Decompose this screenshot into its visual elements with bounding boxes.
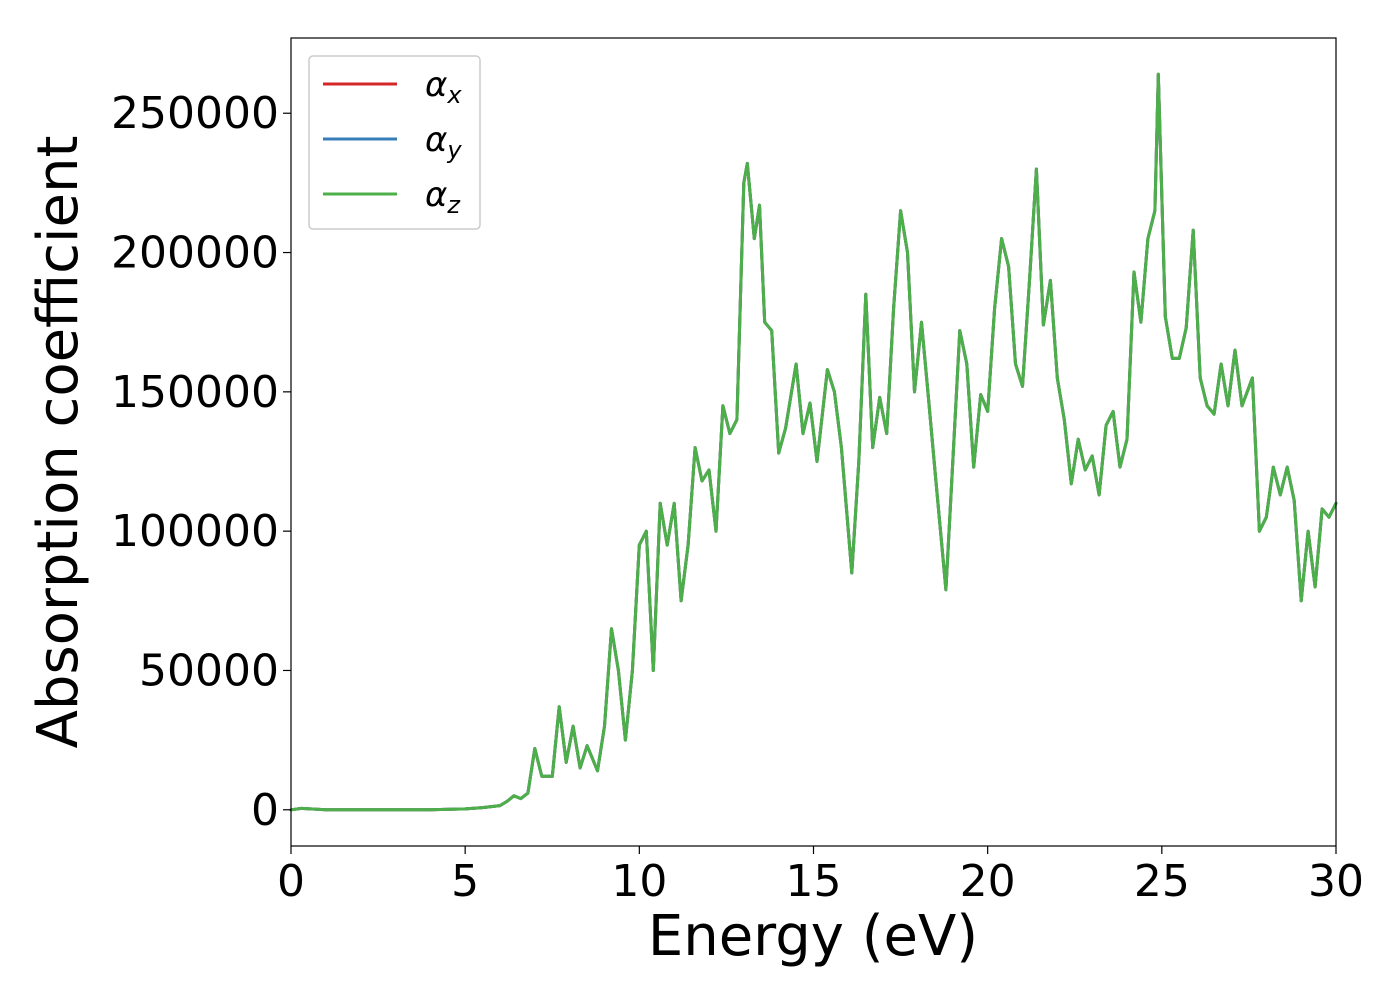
y-axis-title: Absorption coefficient <box>26 136 91 749</box>
x-axis-ticks: 0 5 10 15 20 25 30 <box>277 846 1364 907</box>
series-layer <box>289 72 1338 812</box>
y-tick-label: 50000 <box>139 645 279 696</box>
x-tick-label: 25 <box>1134 856 1190 907</box>
legend-box <box>308 55 481 230</box>
x-tick-label: 15 <box>786 856 842 907</box>
y-tick-label: 100000 <box>111 506 279 557</box>
x-tick-label: 20 <box>960 856 1016 907</box>
series-line-z <box>289 72 1338 812</box>
legend-label-x: αx <box>425 65 462 109</box>
y-tick-label: 0 <box>251 785 279 836</box>
y-tick-label: 150000 <box>111 367 279 418</box>
x-tick-label: 10 <box>611 856 667 907</box>
y-tick-label: 250000 <box>111 88 279 139</box>
x-axis-title: Energy (eV) <box>648 904 978 969</box>
x-tick-label: 30 <box>1308 856 1364 907</box>
x-tick-label: 0 <box>277 856 305 907</box>
y-tick-label: 200000 <box>111 228 279 279</box>
y-axis-ticks: 0 50000 100000 150000 200000 250000 <box>111 88 291 836</box>
x-tick-label: 5 <box>451 856 479 907</box>
